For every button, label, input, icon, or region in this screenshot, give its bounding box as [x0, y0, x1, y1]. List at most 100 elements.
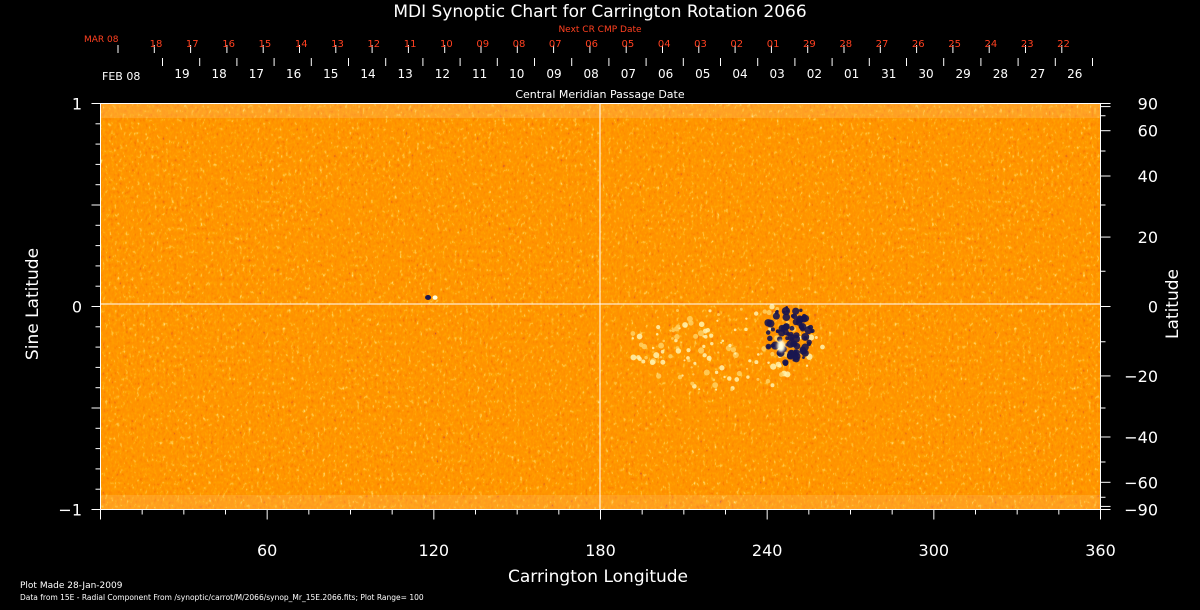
plage-bright-dot	[710, 341, 714, 346]
negative-polarity-dot	[785, 306, 788, 309]
negative-polarity-dot	[799, 308, 803, 313]
y-left-axis-title: Sine Latitude	[23, 248, 43, 360]
negative-polarity-dot	[810, 329, 814, 333]
plot-made-note: Plot Made 28-Jan-2009	[20, 581, 123, 591]
plage-bright-dot	[649, 359, 656, 365]
plage-bright-dot	[631, 337, 635, 340]
y-left-tick-label: −1	[58, 501, 82, 520]
next-cr-date: 05	[622, 39, 635, 50]
plage-bright-dot	[723, 375, 726, 379]
plage-bright-dot	[657, 356, 660, 359]
cmp-ticks	[162, 58, 1093, 66]
y-right-tick-label: 60	[1138, 122, 1158, 141]
plage-bright-dot	[674, 334, 680, 340]
plage-bright-dot	[720, 341, 723, 344]
negative-polarity-dot	[808, 324, 814, 330]
next-cr-date: 29	[803, 39, 816, 50]
plage-bright-dot	[734, 377, 740, 382]
next-cr-date: 02	[730, 39, 743, 50]
plage-bright-dot	[659, 356, 663, 359]
negative-polarity-dot	[796, 316, 804, 324]
negative-polarity-dot	[782, 310, 786, 314]
cmp-date: 17	[249, 67, 264, 81]
plage-bright-dot	[748, 359, 752, 363]
plage-bright-dot	[641, 359, 646, 364]
y-left-tick-label: 0	[72, 298, 82, 317]
cmp-date: 31	[881, 67, 896, 81]
next-cr-date-labels: 18 17 16 15 14 13 12 11 10 09 08 07 06 05 04 03 02 01 29 28…	[150, 39, 1070, 50]
plage-bright-dot	[717, 351, 720, 354]
plage-bright-dot	[762, 309, 767, 314]
next-cr-date: 07	[549, 39, 562, 50]
plage-bright-dot	[733, 328, 737, 332]
plage-bright-dot	[692, 373, 695, 376]
negative-polarity-dot	[792, 334, 801, 343]
plage-bright-dot	[765, 378, 771, 384]
plage-bright-dot	[760, 352, 763, 355]
y-right-axis-title: Latitude	[1163, 269, 1183, 339]
cmp-date: 09	[546, 67, 561, 81]
y-right-tick-label: −60	[1124, 473, 1158, 492]
plage-bright-dot	[712, 378, 716, 382]
cmp-date: 04	[732, 67, 747, 81]
cmp-date: 03	[770, 67, 785, 81]
negative-polarity-dot	[798, 323, 805, 330]
plage-bright-dot	[715, 388, 718, 391]
next-cr-date: 04	[658, 39, 671, 50]
plage-bright-dot	[656, 373, 662, 379]
plage-bright-dot	[769, 304, 775, 310]
next-cr-date: 08	[513, 39, 526, 50]
plage-bright-dot	[676, 324, 681, 329]
plage-bright-dot	[753, 311, 759, 316]
negative-polarity-dot	[801, 343, 809, 351]
y-left-tick-label: 1	[72, 95, 82, 114]
plage-bright-dot	[687, 358, 691, 363]
plage-bright-dot	[669, 329, 672, 332]
negative-polarity-dot	[766, 345, 770, 349]
plage-bright-dot	[716, 319, 719, 322]
cmp-date: 01	[844, 67, 859, 81]
next-cr-date: 27	[876, 39, 889, 50]
plage-bright-dot	[636, 333, 643, 340]
negative-polarity-dot	[789, 325, 795, 331]
plage-bright-dot	[702, 344, 706, 349]
plage-bright-dot	[730, 388, 734, 392]
cmp-date: 19	[174, 67, 189, 81]
plage-bright-dot	[675, 348, 682, 354]
plage-bright-dot	[668, 354, 673, 359]
plage-bright-dot	[660, 349, 665, 354]
cmp-date: 29	[956, 67, 971, 81]
next-cr-date: 01	[767, 39, 780, 50]
plage-bright-dot	[671, 329, 675, 333]
plage-bright-dot	[703, 334, 708, 339]
x-tick-label: 60	[257, 541, 277, 560]
plage-bright-dot	[734, 352, 737, 355]
x-axis: 60 120 180 240 300 360	[100, 509, 1116, 560]
plage-bright-dot	[756, 377, 760, 381]
plage-bright-dot	[675, 309, 679, 313]
next-cr-date: 14	[295, 39, 308, 50]
plage-bright-dot	[767, 361, 770, 364]
negative-polarity-dot	[770, 327, 775, 332]
plage-bright-dot	[746, 375, 750, 379]
x-tick-label: 360	[1085, 541, 1116, 560]
plage-bright-dot	[697, 330, 704, 337]
plage-bright-dot	[651, 346, 655, 350]
plage-bright-dot	[820, 344, 825, 350]
plage-bright-dot	[688, 320, 694, 326]
x-axis-title: Carrington Longitude	[508, 567, 688, 587]
plage-bright-dot	[677, 374, 683, 380]
plage-bright-dot	[709, 333, 714, 338]
cmp-date: 18	[212, 67, 227, 81]
next-cr-date: 15	[259, 39, 272, 50]
plage-bright-dot	[719, 365, 725, 371]
plage-bright-dot	[779, 372, 784, 377]
plage-bright-dot	[768, 327, 772, 331]
plage-bright-dot	[653, 352, 660, 359]
y-left-axis: 1 0 −1	[58, 95, 101, 520]
negative-polarity-dot	[772, 312, 780, 320]
plage-bright-dot	[671, 337, 674, 340]
plage-bright-dot	[682, 322, 688, 328]
plage-bright-dot	[693, 361, 697, 365]
